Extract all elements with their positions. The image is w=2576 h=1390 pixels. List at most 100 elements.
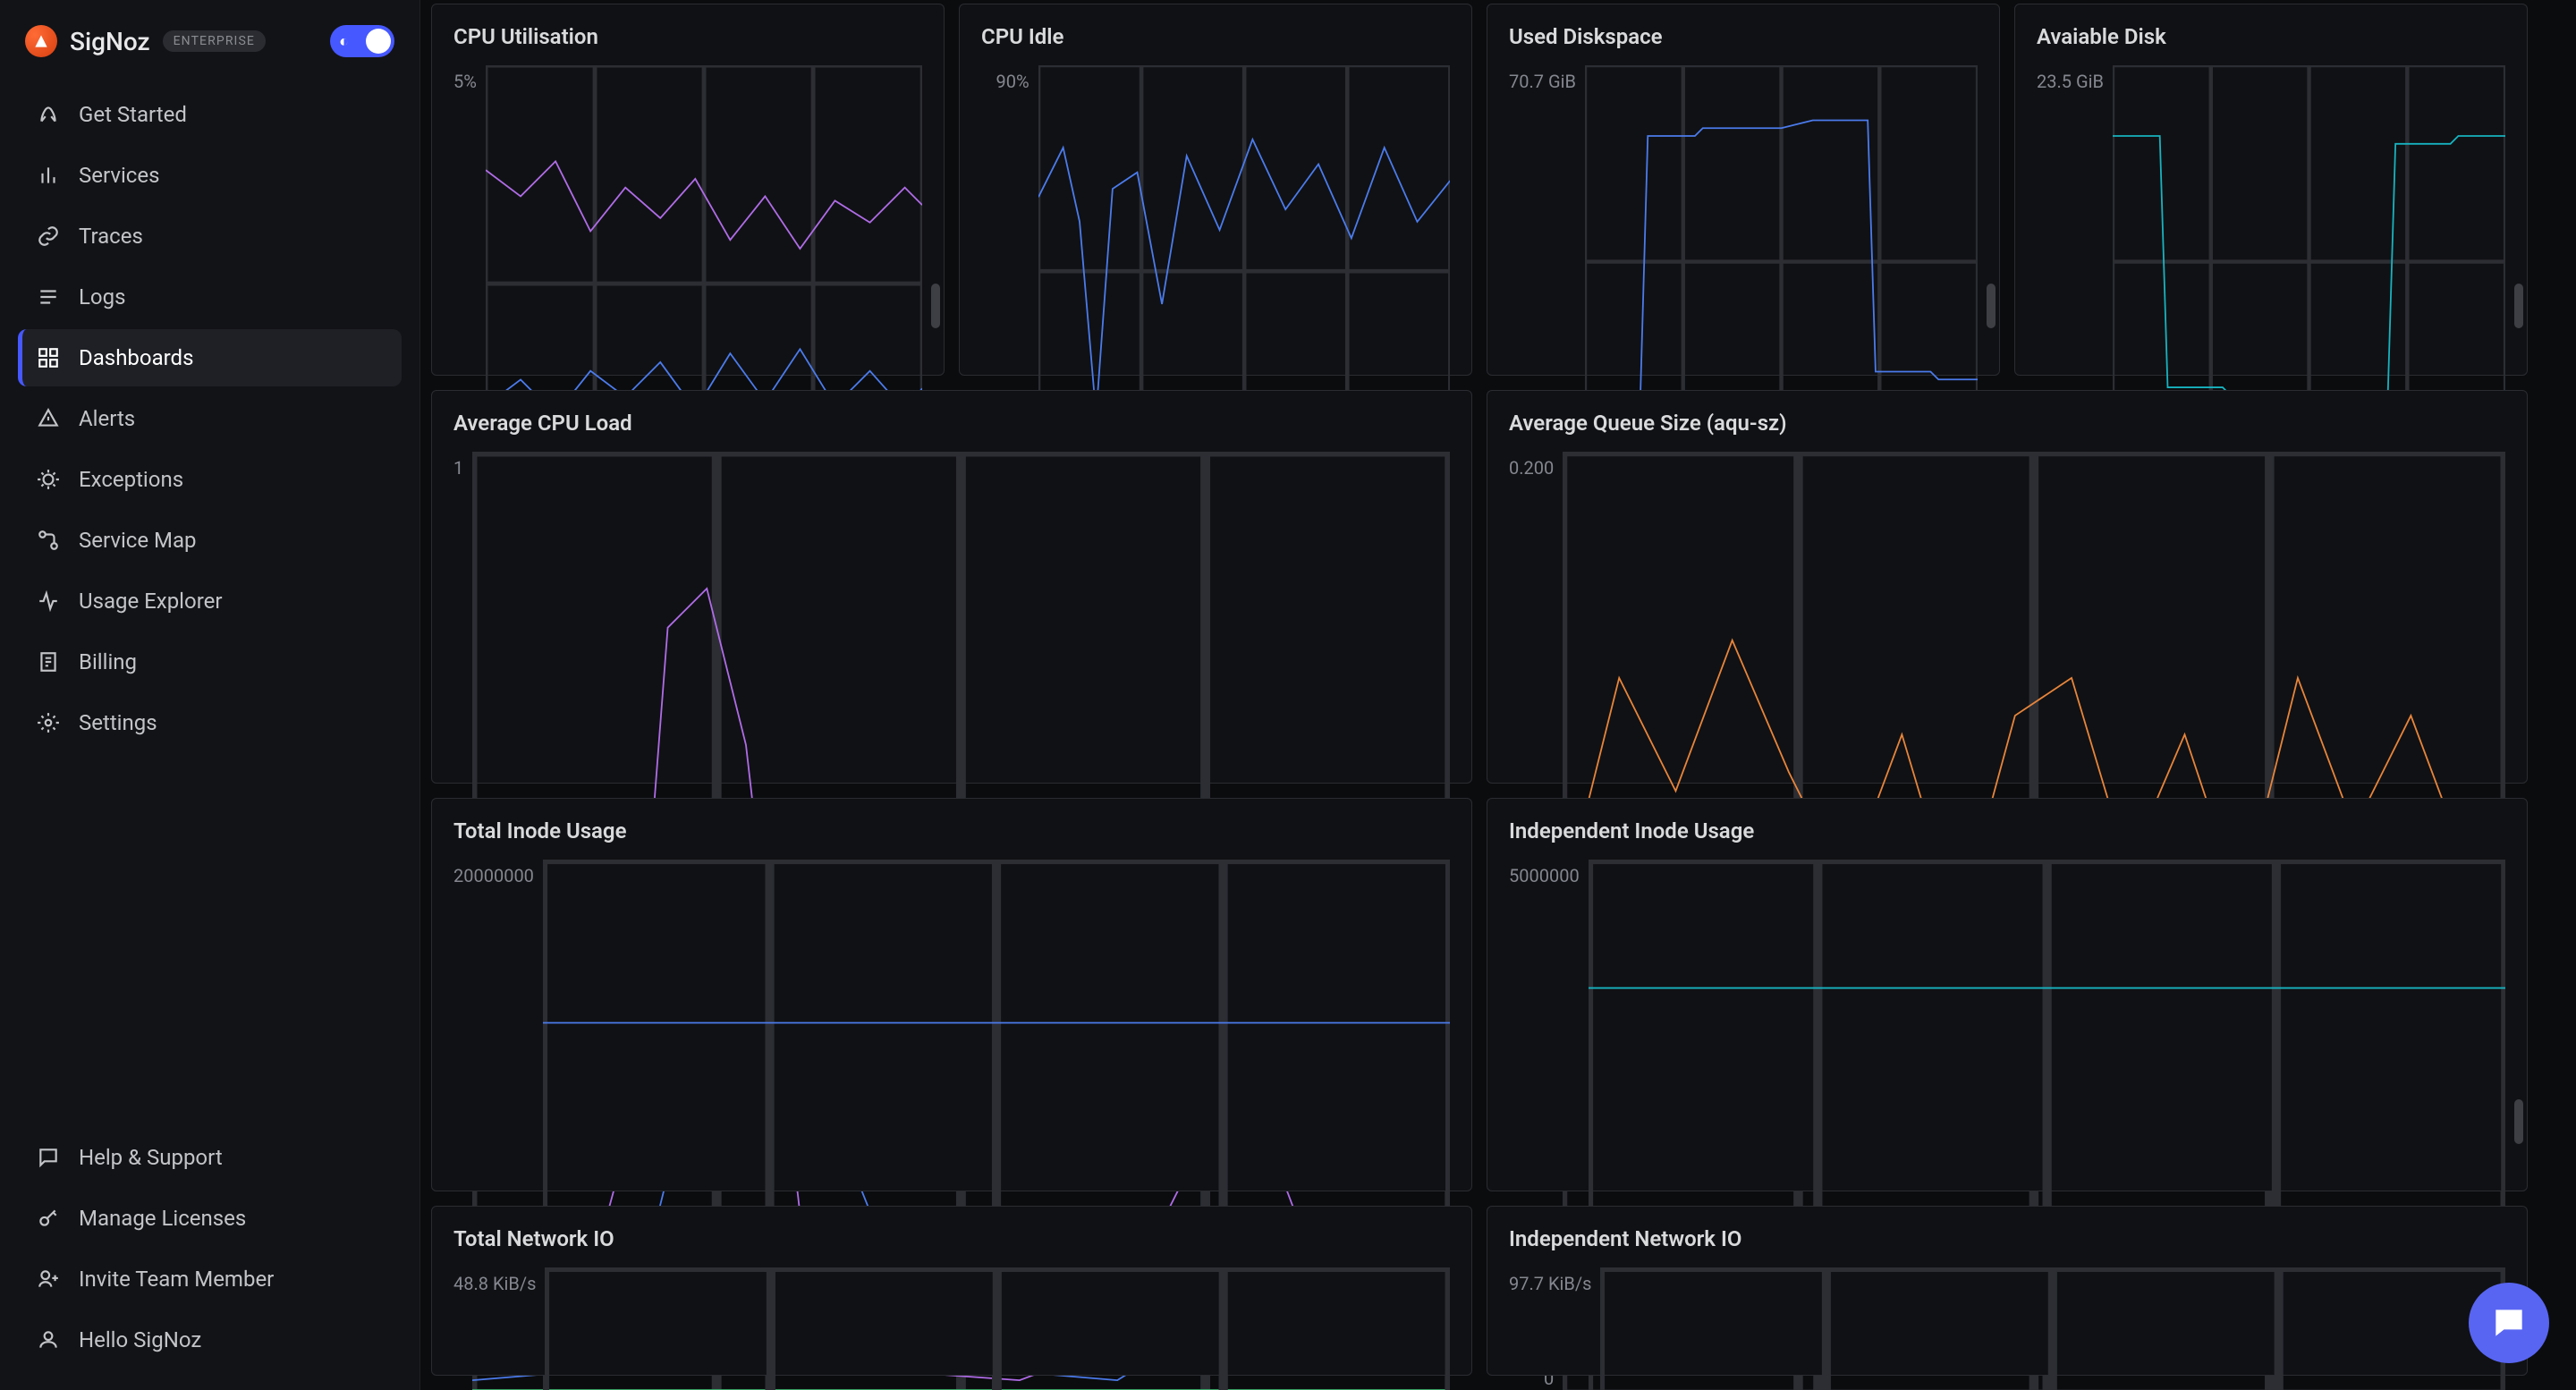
- alert-icon: [36, 406, 61, 431]
- y-tick-label: 90%: [981, 71, 1030, 92]
- y-tick-label: 5%: [453, 71, 477, 92]
- panel-scrollbar[interactable]: [2514, 284, 2523, 328]
- panel-scrollbar[interactable]: [1987, 284, 1996, 328]
- panel-title: Avaiable Disk: [2037, 24, 2505, 49]
- sidebar-item-label: Exceptions: [79, 467, 183, 492]
- panel-average-queue-size[interactable]: Average Queue Size (aqu-sz)0.20004:30pm4…: [1487, 390, 2528, 784]
- y-tick-label: 5000000: [1509, 865, 1580, 886]
- panel-total-network-io[interactable]: Total Network IO 48.8 KiB/s: [431, 1206, 1472, 1376]
- panel-independent-network-io[interactable]: Independent Network IO 97.7 KiB/s: [1487, 1206, 2528, 1376]
- user-icon: [36, 1327, 61, 1352]
- y-axis-labels: 97.7 KiB/s: [1509, 1267, 1600, 1390]
- panel-available-disk[interactable]: Avaiable Disk23.5 GiB23.4 GiB4:30pm4:35p…: [2014, 4, 2528, 376]
- panel-total-inode-usage[interactable]: Total Inode Usage200000004:30pm4:35pm4:4…: [431, 798, 1472, 1191]
- y-tick-label: 23.5 GiB: [2037, 71, 2104, 92]
- enterprise-badge: ENTERPRISE: [163, 30, 266, 52]
- sidebar: SigNoz ENTERPRISE ◐ Get Started Services…: [0, 0, 420, 1390]
- sidebar-item-traces[interactable]: Traces: [18, 208, 402, 265]
- sidebar-item-services[interactable]: Services: [18, 147, 402, 204]
- y-axis-labels: 48.8 KiB/s: [453, 1267, 545, 1390]
- sidebar-item-label: Hello SigNoz: [79, 1327, 201, 1352]
- sidebar-nav: Get Started Services Traces Logs Dashboa…: [18, 86, 402, 751]
- chat-icon: [2489, 1303, 2529, 1343]
- sidebar-item-help-support[interactable]: Help & Support: [18, 1129, 402, 1186]
- key-icon: [36, 1206, 61, 1231]
- sidebar-item-label: Usage Explorer: [79, 589, 222, 614]
- y-tick-label: 1: [453, 457, 463, 479]
- brand-logo-icon: [25, 25, 57, 57]
- sidebar-item-label: Services: [79, 163, 159, 188]
- panel-average-cpu-load[interactable]: Average CPU Load104:30pm4:35pm4:40pm1/18…: [431, 390, 1472, 784]
- y-tick-label: 48.8 KiB/s: [453, 1273, 536, 1294]
- panel-title: Used Diskspace: [1509, 24, 1978, 49]
- y-tick-label: 97.7 KiB/s: [1509, 1273, 1591, 1294]
- row-4: Total Network IO 48.8 KiB/s Independent N…: [431, 1206, 2565, 1376]
- sidebar-item-service-map[interactable]: Service Map: [18, 512, 402, 569]
- panel-title: Independent Network IO: [1509, 1226, 2505, 1251]
- sidebar-item-get-started[interactable]: Get Started: [18, 86, 402, 143]
- chat-fab-button[interactable]: [2469, 1283, 2549, 1363]
- sidebar-item-usage-explorer[interactable]: Usage Explorer: [18, 572, 402, 630]
- plot: [545, 1267, 1450, 1390]
- sidebar-item-manage-licenses[interactable]: Manage Licenses: [18, 1190, 402, 1247]
- receipt-icon: [36, 649, 61, 674]
- dashboard-main: CPU Utilisation5%0%4:30pm4:35pm4:40pm1/1…: [420, 0, 2576, 1390]
- chart-area: 97.7 KiB/s: [1509, 1267, 2505, 1390]
- sidebar-item-alerts[interactable]: Alerts: [18, 390, 402, 447]
- sidebar-item-label: Settings: [79, 710, 157, 735]
- panel-title: Average Queue Size (aqu-sz): [1509, 411, 2505, 436]
- row-1: CPU Utilisation5%0%4:30pm4:35pm4:40pm1/1…: [431, 4, 2565, 376]
- panel-title: CPU Idle: [981, 24, 1450, 49]
- sidebar-item-label: Billing: [79, 649, 137, 674]
- sidebar-item-invite-team[interactable]: Invite Team Member: [18, 1250, 402, 1308]
- bug-icon: [36, 467, 61, 492]
- user-plus-icon: [36, 1267, 61, 1292]
- sidebar-item-dashboards[interactable]: Dashboards: [18, 329, 402, 386]
- link-icon: [36, 224, 61, 249]
- gear-icon: [36, 710, 61, 735]
- panel-independent-inode-usage[interactable]: Independent Inode Usage50000004:30pm4:35…: [1487, 798, 2528, 1191]
- row-2: Average CPU Load104:30pm4:35pm4:40pm1/18…: [431, 390, 2565, 784]
- panel-scrollbar[interactable]: [931, 284, 940, 328]
- sidebar-item-label: Invite Team Member: [79, 1267, 274, 1292]
- chart-area: 48.8 KiB/s: [453, 1267, 1450, 1390]
- sidebar-item-label: Manage Licenses: [79, 1206, 246, 1231]
- sidebar-item-settings[interactable]: Settings: [18, 694, 402, 751]
- panel-scrollbar[interactable]: [2514, 1099, 2523, 1144]
- sidebar-footer-nav: Help & Support Manage Licenses Invite Te…: [18, 1129, 402, 1369]
- moon-icon: ◐: [339, 32, 349, 51]
- panel-title: Total Network IO: [453, 1226, 1450, 1251]
- panel-title: Independent Inode Usage: [1509, 818, 2505, 843]
- map-icon: [36, 528, 61, 553]
- sidebar-item-label: Logs: [79, 284, 125, 309]
- grid-icon: [36, 345, 61, 370]
- plot: [1600, 1267, 2505, 1390]
- panel-title: Total Inode Usage: [453, 818, 1450, 843]
- logs-icon: [36, 284, 61, 309]
- brand-row: SigNoz ENTERPRISE ◐: [18, 21, 402, 61]
- theme-toggle[interactable]: ◐: [330, 25, 394, 57]
- message-icon: [36, 1145, 61, 1170]
- sidebar-item-hello-signoz[interactable]: Hello SigNoz: [18, 1311, 402, 1369]
- row-3: Total Inode Usage200000004:30pm4:35pm4:4…: [431, 798, 2565, 1191]
- y-tick-label: 70.7 GiB: [1509, 71, 1576, 92]
- panel-cpu-utilisation[interactable]: CPU Utilisation5%0%4:30pm4:35pm4:40pm1/1…: [431, 4, 945, 376]
- sidebar-item-label: Traces: [79, 224, 143, 249]
- panel-used-diskspace[interactable]: Used Diskspace70.7 GiB70.6 GiB4:30pm4:35…: [1487, 4, 2000, 376]
- sidebar-item-billing[interactable]: Billing: [18, 633, 402, 691]
- panel-title: CPU Utilisation: [453, 24, 922, 49]
- rocket-icon: [36, 102, 61, 127]
- sidebar-item-label: Dashboards: [79, 345, 193, 370]
- panel-title: Average CPU Load: [453, 411, 1450, 436]
- panel-cpu-idle[interactable]: CPU Idle90%87.5%4:30pm4:35pm4:40pm1/18/2…: [959, 4, 1472, 376]
- bar-chart-icon: [36, 163, 61, 188]
- y-tick-label: 0.200: [1509, 457, 1554, 479]
- y-tick-label: 20000000: [453, 865, 534, 886]
- sidebar-item-exceptions[interactable]: Exceptions: [18, 451, 402, 508]
- sidebar-item-label: Help & Support: [79, 1145, 223, 1170]
- sidebar-item-label: Alerts: [79, 406, 135, 431]
- activity-icon: [36, 589, 61, 614]
- brand-name: SigNoz: [70, 27, 150, 56]
- sidebar-item-label: Service Map: [79, 528, 197, 553]
- sidebar-item-logs[interactable]: Logs: [18, 268, 402, 326]
